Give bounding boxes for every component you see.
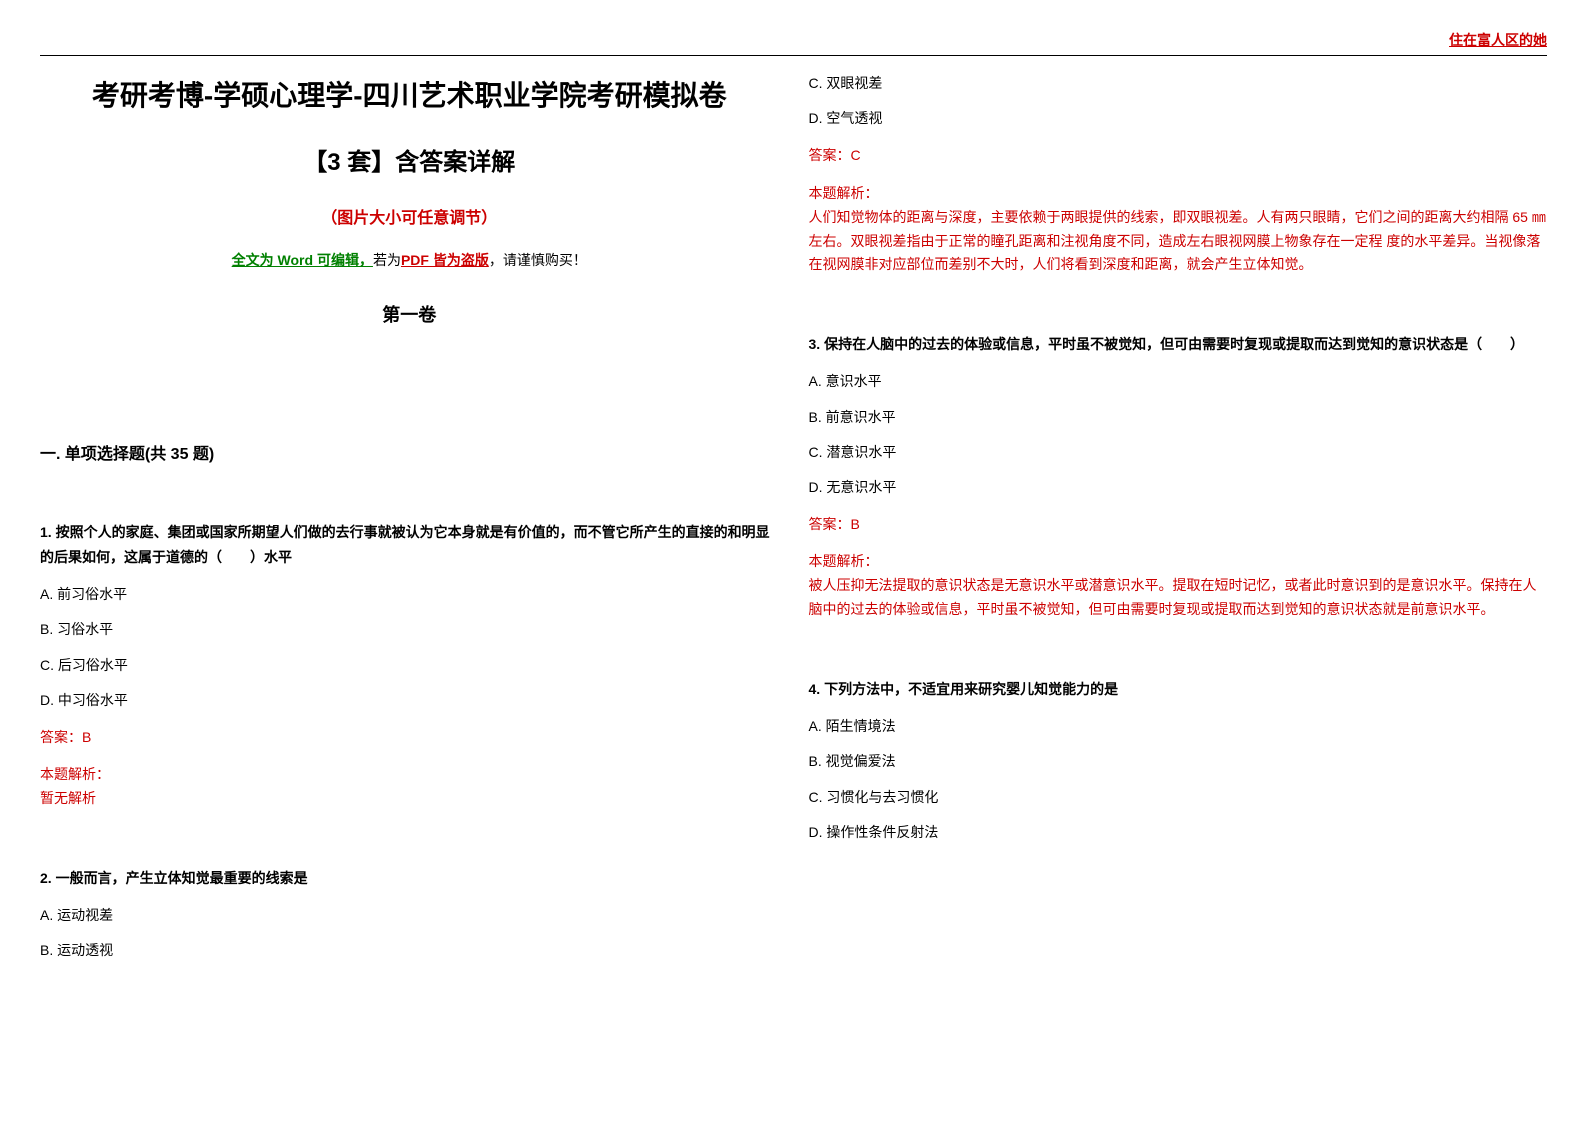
- q2-option-d: D. 空气透视: [809, 106, 1548, 131]
- q4-option-d: D. 操作性条件反射法: [809, 820, 1548, 845]
- question-2: 2. 一般而言，产生立体知觉最重要的线索是 A. 运动视差 B. 运动透视: [40, 866, 779, 964]
- q2-analysis-label: 本题解析：: [809, 181, 1548, 206]
- q1-option-b: B. 习俗水平: [40, 617, 779, 642]
- q4-text: 4. 下列方法中，不适宜用来研究婴儿知觉能力的是: [809, 677, 1548, 702]
- q1-analysis-label: 本题解析：: [40, 762, 779, 787]
- left-column: 考研考博-学硕心理学-四川艺术职业学院考研模拟卷 【3 套】含答案详解 （图片大…: [40, 71, 779, 989]
- header-watermark: 住在富人区的她: [1449, 30, 1547, 50]
- q1-text: 1. 按照个人的家庭、集团或国家所期望人们做的去行事就被认为它本身就是有价值的，…: [40, 520, 779, 570]
- volume-title: 第一卷: [40, 299, 779, 331]
- q1-option-c: C. 后习俗水平: [40, 653, 779, 678]
- q2-option-a: A. 运动视差: [40, 903, 779, 928]
- q2-analysis: 人们知觉物体的距离与深度，主要依赖于两眼提供的线索，即双眼视差。人有两只眼睛，它…: [809, 206, 1548, 277]
- content-wrapper: 考研考博-学硕心理学-四川艺术职业学院考研模拟卷 【3 套】含答案详解 （图片大…: [40, 71, 1547, 989]
- q2-text: 2. 一般而言，产生立体知觉最重要的线索是: [40, 866, 779, 891]
- q1-answer: 答案：B: [40, 725, 779, 750]
- q3-analysis-label: 本题解析：: [809, 549, 1548, 574]
- q4-option-b: B. 视觉偏爱法: [809, 749, 1548, 774]
- title-main: 考研考博-学硕心理学-四川艺术职业学院考研模拟卷: [40, 71, 779, 121]
- title-sub: 【3 套】含答案详解: [40, 141, 779, 184]
- note-red: （图片大小可任意调节）: [40, 205, 779, 234]
- question-2-cont: C. 双眼视差 D. 空气透视 答案：C 本题解析： 人们知觉物体的距离与深度，…: [809, 71, 1548, 277]
- right-column: C. 双眼视差 D. 空气透视 答案：C 本题解析： 人们知觉物体的距离与深度，…: [809, 71, 1548, 989]
- q3-answer: 答案：B: [809, 512, 1548, 537]
- q2-option-c: C. 双眼视差: [809, 71, 1548, 96]
- edit-line: 全文为 Word 可编辑，若为PDF 皆为盗版，请谨慎购买！: [40, 248, 779, 273]
- q1-option-d: D. 中习俗水平: [40, 688, 779, 713]
- edit-suffix: ，请谨慎购买！: [489, 252, 587, 268]
- edit-mid: 若为: [373, 252, 401, 268]
- q1-analysis: 暂无解析: [40, 787, 779, 811]
- question-1: 1. 按照个人的家庭、集团或国家所期望人们做的去行事就被认为它本身就是有价值的，…: [40, 520, 779, 811]
- q4-option-a: A. 陌生情境法: [809, 714, 1548, 739]
- q3-option-a: A. 意识水平: [809, 369, 1548, 394]
- q2-option-b: B. 运动透视: [40, 938, 779, 963]
- question-3: 3. 保持在人脑中的过去的体验或信息，平时虽不被觉知，但可由需要时复现或提取而达…: [809, 332, 1548, 622]
- q3-analysis: 被人压抑无法提取的意识状态是无意识水平或潜意识水平。提取在短时记忆，或者此时意识…: [809, 574, 1548, 622]
- top-divider: [40, 55, 1547, 56]
- q4-option-c: C. 习惯化与去习惯化: [809, 785, 1548, 810]
- q3-option-d: D. 无意识水平: [809, 475, 1548, 500]
- question-4: 4. 下列方法中，不适宜用来研究婴儿知觉能力的是 A. 陌生情境法 B. 视觉偏…: [809, 677, 1548, 845]
- section-header: 一. 单项选择题(共 35 题): [40, 441, 779, 470]
- q3-option-c: C. 潜意识水平: [809, 440, 1548, 465]
- q3-text: 3. 保持在人脑中的过去的体验或信息，平时虽不被觉知，但可由需要时复现或提取而达…: [809, 332, 1548, 357]
- edit-prefix: 全文为 Word 可编辑，: [232, 252, 373, 268]
- edit-pdf: PDF 皆为盗版: [401, 252, 489, 268]
- q3-option-b: B. 前意识水平: [809, 405, 1548, 430]
- q2-answer: 答案：C: [809, 143, 1548, 168]
- q1-option-a: A. 前习俗水平: [40, 582, 779, 607]
